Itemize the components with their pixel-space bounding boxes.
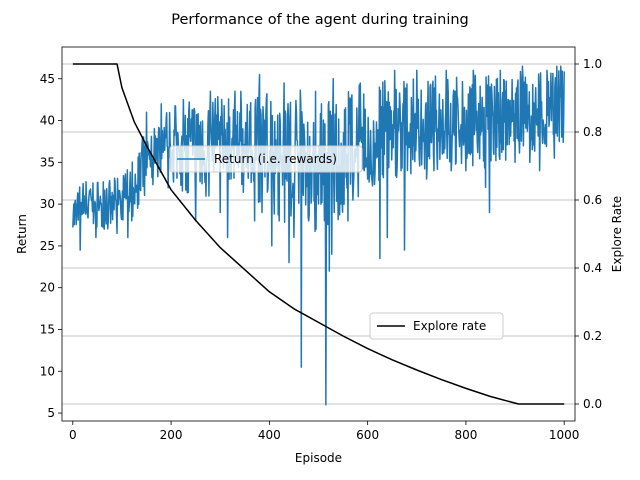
- explore-rate-series: [72, 63, 565, 405]
- y-left-axis-label: Return: [15, 214, 29, 254]
- y-right-axis-ticks: 0.0 0.2 0.4 0.6 0.8 1.0: [575, 57, 602, 411]
- legend-explore: Explore rate: [369, 312, 504, 340]
- y-left-tick-label-3: 20: [40, 281, 55, 295]
- x-tick-label-5: 1000: [549, 428, 580, 442]
- y-left-tick-label-6: 35: [40, 155, 55, 169]
- legend-return: Return (i.e. rewards): [169, 145, 363, 173]
- x-axis-ticks: 0 200 400 600 800 1000: [69, 421, 579, 442]
- y-left-tick-label-8: 45: [40, 72, 55, 86]
- x-tick-label-2: 400: [258, 428, 281, 442]
- plot-frame: [61, 46, 576, 422]
- y-left-tick-label-4: 25: [40, 239, 55, 253]
- y-right-tick-label-5: 1.0: [583, 57, 602, 71]
- y-right-tick-label-0: 0.0: [583, 397, 602, 411]
- legend-explore-label: Explore rate: [413, 319, 486, 333]
- y-right-tick-label-1: 0.2: [583, 329, 602, 343]
- y-right-tick-label-2: 0.4: [583, 261, 602, 275]
- x-tick-label-3: 600: [356, 428, 379, 442]
- y-right-axis-label: Explore Rate: [610, 196, 624, 272]
- y-left-tick-label-5: 30: [40, 197, 55, 211]
- x-tick-label-0: 0: [69, 428, 77, 442]
- return-series: [72, 65, 565, 406]
- y-left-tick-label-7: 40: [40, 114, 55, 128]
- legend-return-label: Return (i.e. rewards): [214, 152, 337, 166]
- x-tick-label-4: 800: [454, 428, 477, 442]
- x-tick-label-1: 200: [160, 428, 183, 442]
- chart-title: Performance of the agent during training: [171, 12, 469, 28]
- x-axis-label: Episode: [295, 451, 342, 465]
- y-right-tick-label-4: 0.8: [583, 125, 602, 139]
- return-line: [72, 65, 565, 406]
- y-left-tick-label-1: 10: [40, 364, 55, 378]
- y-left-tick-label-0: 5: [47, 406, 55, 420]
- y-left-axis-ticks: 5 10 15 20 25 30 35 40 45: [40, 72, 62, 420]
- y-right-tick-label-3: 0.6: [583, 193, 602, 207]
- y-left-tick-label-2: 15: [40, 322, 55, 336]
- legend-return-box: [169, 145, 363, 173]
- grid-lines: [62, 63, 575, 405]
- legend-explore-box: [369, 312, 504, 340]
- explore-rate-line: [72, 63, 565, 405]
